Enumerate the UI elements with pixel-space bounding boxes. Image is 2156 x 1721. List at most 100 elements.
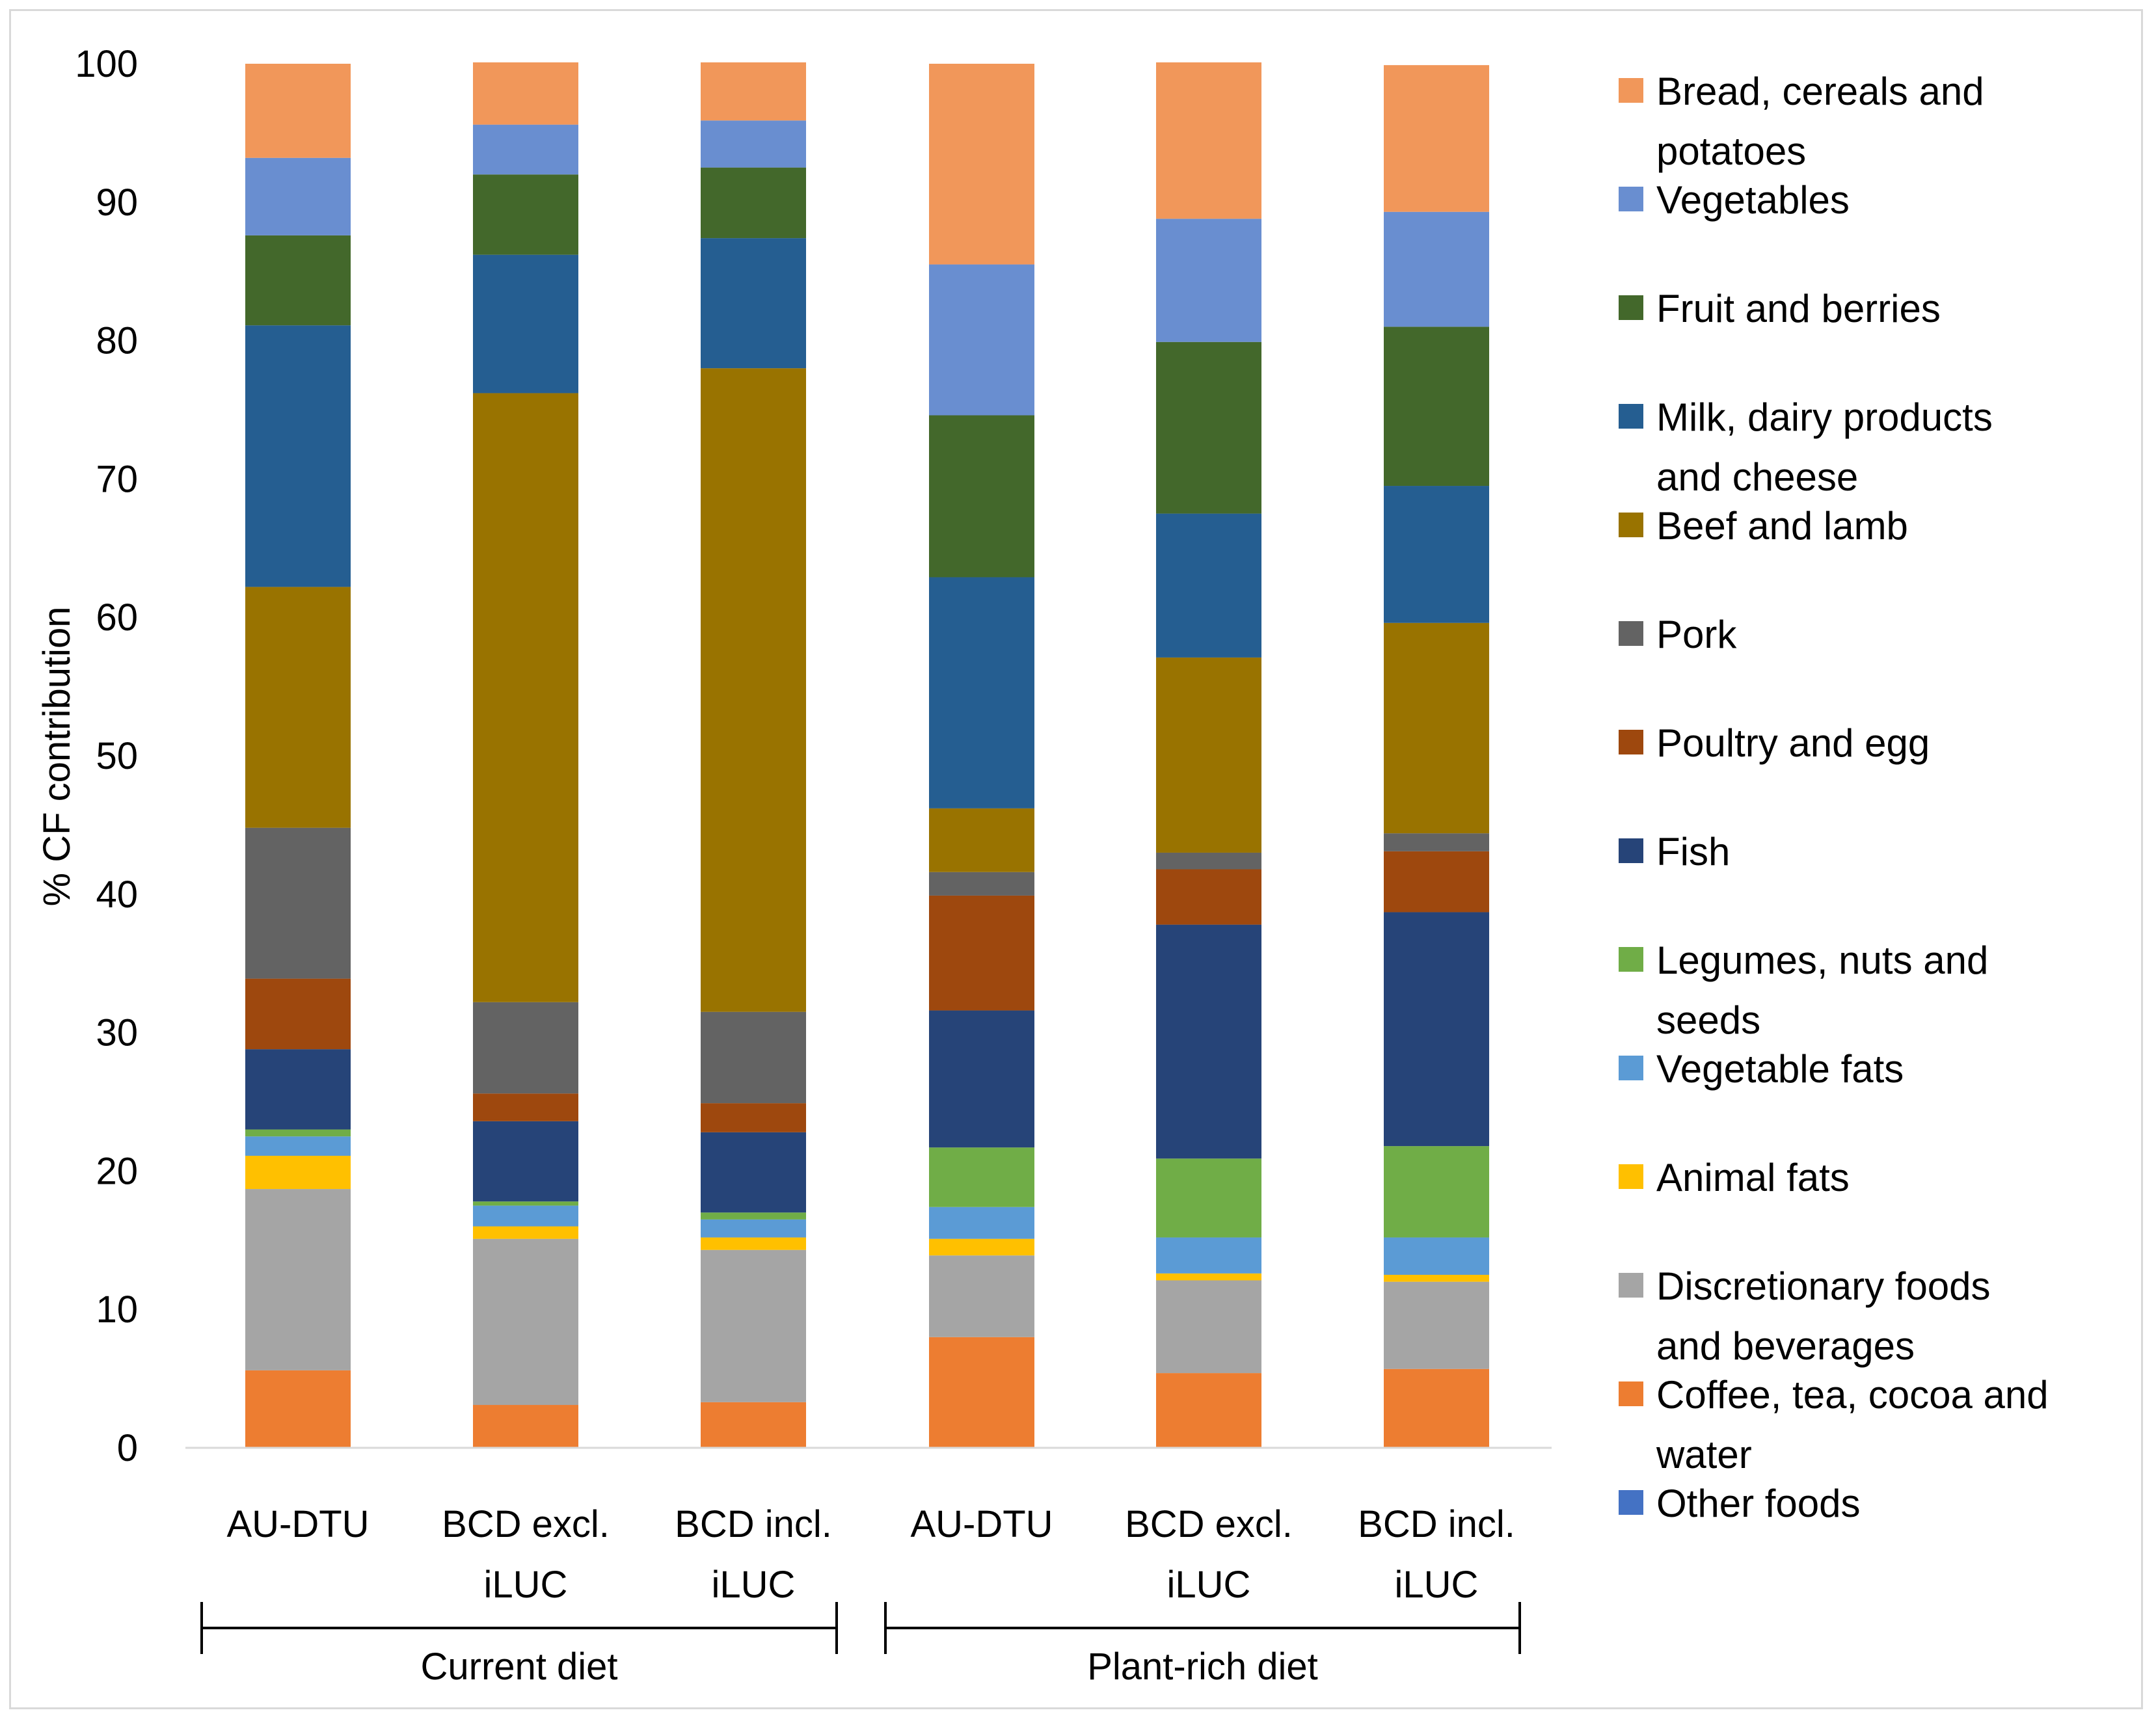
x-category-label: iLUC (712, 1564, 796, 1606)
bar-segment-9-2 (701, 368, 806, 1012)
bar-segment-9-4 (1156, 657, 1261, 853)
bar-segment-13-3 (929, 64, 1034, 265)
legend-swatch (1619, 187, 1643, 211)
bar-segments (245, 62, 1489, 1448)
legend-swatch (1619, 295, 1643, 320)
bar-segment-9-5 (1384, 622, 1489, 834)
y-axis-ticks: 0 10 20 30 40 50 60 70 80 90 100 (75, 43, 138, 1469)
bar-segment-5-4 (1156, 1158, 1261, 1238)
bar-segment-11-1 (473, 174, 578, 255)
bar-segment-3-0 (245, 1155, 351, 1190)
legend-label: Vegetable fats (1656, 1047, 1904, 1091)
group-label: Plant-rich diet (1087, 1646, 1318, 1688)
bar-segment-8-3 (929, 872, 1034, 896)
y-tick-label: 90 (96, 181, 138, 224)
bar-segment-7-2 (701, 1103, 806, 1132)
bar-segment-10-0 (245, 325, 351, 587)
bar-segment-4-0 (245, 1136, 351, 1156)
bar-segment-10-5 (1384, 486, 1489, 623)
bar-segment-2-5 (1384, 1281, 1489, 1369)
legend-swatch (1619, 1056, 1643, 1080)
group-label: Current diet (420, 1646, 617, 1688)
bar-segment-11-5 (1384, 327, 1489, 487)
legend-label: Beef and lamb (1656, 504, 1908, 548)
bar-segment-3-2 (701, 1237, 806, 1250)
bar-segment-13-4 (1156, 62, 1261, 219)
bar-segment-13-1 (473, 62, 578, 125)
legend-label: Other foods (1656, 1482, 1861, 1525)
bar-segment-2-1 (473, 1238, 578, 1406)
legend-label: Fruit and berries (1656, 287, 1941, 330)
legend-label: and cheese (1656, 455, 1858, 499)
legend-label: Milk, dairy products (1656, 395, 1993, 439)
bar-segment-1-1 (473, 1405, 578, 1448)
bar-segment-13-5 (1384, 65, 1489, 212)
legend-label: Coffee, tea, cocoa and (1656, 1373, 2049, 1417)
bar-segment-5-3 (929, 1147, 1034, 1207)
bar-segment-8-4 (1156, 852, 1261, 870)
chart-frame (9, 9, 2143, 1709)
bar-segment-11-2 (701, 167, 806, 239)
legend-label: Animal fats (1656, 1156, 1850, 1199)
bar-segment-12-4 (1156, 219, 1261, 342)
y-tick-label: 50 (96, 735, 138, 777)
bar-segment-2-0 (245, 1189, 351, 1370)
x-axis-category-labels: AU-DTU BCD excl. iLUC BCD incl. iLUC AU-DTU BC… (226, 1503, 1515, 1606)
bar-segment-12-0 (245, 157, 351, 235)
y-axis-label: % CF contribution (36, 607, 78, 907)
bar-segment-6-4 (1156, 924, 1261, 1159)
legend-swatch (1619, 78, 1643, 103)
legend-label: Discretionary foods (1656, 1264, 1991, 1308)
bar-segment-9-3 (929, 808, 1034, 872)
bar-segment-1-3 (929, 1337, 1034, 1448)
bar-segment-6-2 (701, 1132, 806, 1213)
legend-label: water (1656, 1433, 1752, 1476)
bar-segment-12-5 (1384, 211, 1489, 327)
legend-swatch (1619, 621, 1643, 646)
y-tick-label: 10 (96, 1288, 138, 1331)
bar-segment-6-0 (245, 1049, 351, 1130)
legend-swatch (1619, 1273, 1643, 1298)
bar-segment-12-2 (701, 120, 806, 168)
bar-segment-3-4 (1156, 1273, 1261, 1281)
bar-segment-4-3 (929, 1207, 1034, 1239)
bar-segment-4-2 (701, 1219, 806, 1238)
bar-segment-5-0 (245, 1129, 351, 1137)
x-category-label: BCD excl. (1125, 1503, 1293, 1545)
legend-swatch (1619, 838, 1643, 863)
bar-segment-10-1 (473, 254, 578, 394)
x-category-label: AU-DTU (226, 1503, 369, 1545)
legend-swatch (1619, 513, 1643, 537)
legend-label: potatoes (1656, 129, 1806, 173)
x-category-label: AU-DTU (910, 1503, 1053, 1545)
y-tick-label: 70 (96, 458, 138, 500)
y-tick-label: 100 (75, 43, 138, 85)
legend-label: Bread, cereals and (1656, 70, 1984, 113)
legend-swatch (1619, 1381, 1643, 1406)
bar-segment-1-5 (1384, 1368, 1489, 1448)
legend-label: and beverages (1656, 1324, 1915, 1368)
bar-segment-10-3 (929, 577, 1034, 808)
bar-segment-3-5 (1384, 1275, 1489, 1282)
bar-segment-11-0 (245, 235, 351, 326)
y-tick-label: 40 (96, 874, 138, 916)
x-category-label: BCD incl. (675, 1503, 832, 1545)
bar-segment-7-5 (1384, 851, 1489, 913)
bar-segment-1-4 (1156, 1373, 1261, 1448)
x-category-label: iLUC (1395, 1564, 1479, 1606)
y-tick-label: 30 (96, 1012, 138, 1054)
bar-segment-8-0 (245, 827, 351, 979)
bar-segment-8-1 (473, 1002, 578, 1094)
bar-segment-10-2 (701, 238, 806, 369)
bar-segment-11-4 (1156, 341, 1261, 514)
bar-segment-5-2 (701, 1212, 806, 1220)
bar-segment-5-5 (1384, 1146, 1489, 1238)
bar-segment-11-3 (929, 415, 1034, 578)
bar-segment-4-5 (1384, 1237, 1489, 1275)
y-tick-label: 0 (117, 1427, 138, 1469)
bar-segment-7-1 (473, 1093, 578, 1121)
category-groups: Current diet Plant-rich diet (200, 1602, 1521, 1688)
bar-segment-7-3 (929, 895, 1034, 1011)
bar-segment-7-4 (1156, 869, 1261, 925)
bar-segment-13-0 (245, 64, 351, 158)
